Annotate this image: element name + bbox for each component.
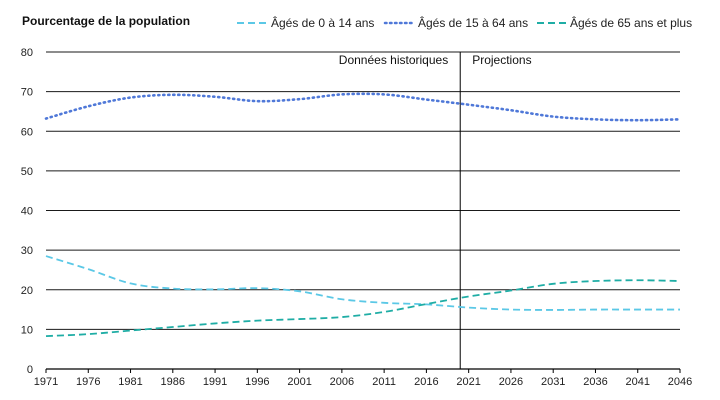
x-tick-label: 2046	[668, 376, 692, 388]
historical-data-label: Données historiques	[339, 53, 448, 67]
series	[44, 92, 682, 338]
series-line-0-14	[45, 255, 680, 311]
y-tick-label: 40	[21, 206, 33, 218]
y-axis-ticks: 0 10 20 30 40 50 60 70 80	[21, 47, 33, 376]
legend-label-65-plus: Âgés de 65 ans et plus	[570, 15, 692, 30]
x-tick-label: 2021	[456, 376, 480, 388]
series-line-15-64	[44, 92, 682, 122]
x-axis-ticks: 1971 1976 1981 1986 1991 1996 2001 2006 2011 2016…	[34, 369, 692, 388]
x-tick-label: 2026	[499, 376, 523, 388]
x-tick-label: 1986	[161, 376, 185, 388]
x-tick-label: 2006	[330, 376, 354, 388]
x-tick-label: 2001	[287, 376, 311, 388]
legend: Âgés de 0 à 14 ans Âgés de 15 à 64 ans Â…	[237, 15, 692, 30]
y-tick-label: 50	[21, 166, 33, 178]
y-tick-label: 70	[21, 87, 33, 99]
x-tick-label: 1981	[118, 376, 142, 388]
x-tick-label: 2036	[583, 376, 607, 388]
y-tick-label: 20	[21, 285, 33, 297]
historical-projection-divider: Données historiques Projections	[339, 52, 532, 369]
legend-label-15-64: Âgés de 15 à 64 ans	[418, 15, 528, 30]
x-tick-label: 1991	[203, 376, 227, 388]
y-tick-label: 0	[27, 364, 33, 376]
x-tick-label: 1996	[245, 376, 269, 388]
y-tick-label: 10	[21, 324, 33, 336]
x-tick-label: 1976	[76, 376, 100, 388]
y-tick-label: 80	[21, 47, 33, 59]
y-tick-label: 30	[21, 245, 33, 257]
x-tick-label: 1971	[34, 376, 58, 388]
x-tick-label: 2011	[372, 376, 396, 388]
grid	[46, 51, 680, 370]
x-tick-label: 2041	[625, 376, 649, 388]
legend-label-0-14: Âgés de 0 à 14 ans	[271, 15, 374, 30]
projections-label: Projections	[472, 53, 531, 67]
y-tick-label: 60	[21, 126, 33, 138]
x-tick-label: 2016	[414, 376, 438, 388]
y-axis-title: Pourcentage de la population	[22, 14, 190, 28]
x-tick-label: 2031	[541, 376, 565, 388]
series-line-65-plus	[45, 279, 681, 338]
